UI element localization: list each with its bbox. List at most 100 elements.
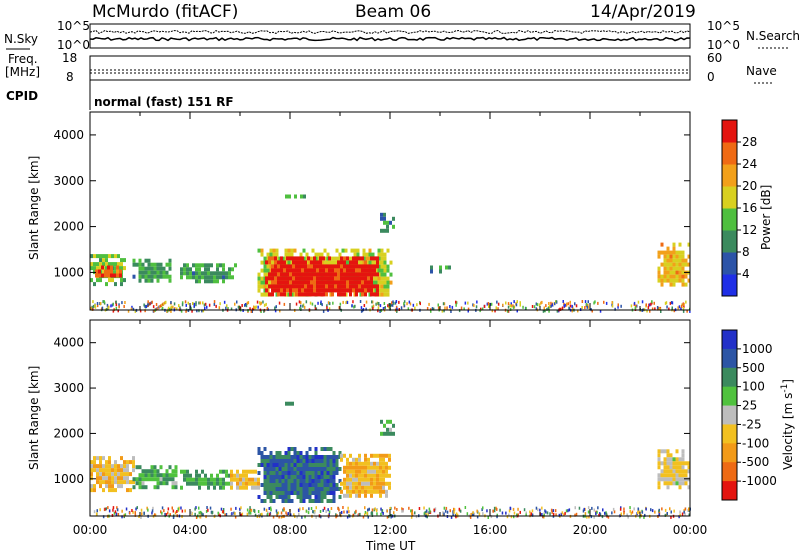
velocity-noise-cell	[654, 510, 656, 514]
power-echo-cell	[322, 276, 325, 281]
power-noise-cell	[473, 303, 475, 307]
power-echo-cell	[222, 279, 225, 284]
velocity-echo-cell	[296, 487, 300, 491]
velocity-noise-cell	[393, 511, 395, 515]
power-echo-cell	[265, 260, 268, 265]
velocity-echo-cell	[180, 469, 183, 474]
power-echo-cell	[198, 279, 201, 284]
power-echo-cell	[268, 284, 271, 289]
power-echo-cell	[331, 292, 334, 297]
power-echo-cell	[192, 271, 195, 276]
velocity-echo-cell	[96, 456, 99, 461]
power-echo-cell	[168, 274, 172, 279]
velocity-echo-cell	[663, 461, 667, 466]
power-echo-cell	[141, 274, 145, 279]
velocity-echo-cell	[376, 465, 379, 470]
power-echo-cell	[298, 272, 301, 277]
velocity-echo-cell	[687, 477, 691, 482]
velocity-echo-cell	[290, 475, 294, 479]
power-echo-cell	[119, 273, 122, 278]
velocity-echo-cell	[364, 485, 367, 490]
velocity-echo-cell	[284, 479, 288, 483]
velocity-echo-cell	[311, 499, 315, 503]
velocity-echo-cell	[171, 469, 175, 474]
power-noise-cell	[519, 301, 521, 305]
power-echo-cell	[681, 258, 685, 263]
power-noise-cell	[563, 302, 565, 306]
velocity-echo-cell	[380, 419, 383, 424]
power-echo-cell	[263, 268, 267, 273]
velocity-echo-cell	[320, 463, 324, 467]
power-noise-cell	[263, 303, 266, 307]
power-echo-cell	[359, 260, 363, 265]
power-noise-cell	[132, 307, 135, 311]
power-noise-cell	[555, 300, 558, 304]
velocity-echo-cell	[114, 464, 117, 469]
power-echo-cell	[295, 268, 298, 273]
velocity-echo-cell	[266, 471, 270, 475]
power-echo-cell	[204, 263, 207, 268]
power-noise-cell	[165, 300, 167, 304]
power-echo-cell	[101, 273, 104, 278]
power-echo-cell	[96, 266, 99, 271]
velocity-echo-cell	[663, 469, 667, 474]
power-noise-cell	[451, 305, 454, 309]
power-echo-cell	[386, 292, 390, 297]
velocity-noise-cell	[164, 512, 166, 516]
power-echo-cell	[107, 273, 110, 278]
velocity-echo-cell	[388, 457, 391, 462]
power-noise-cell	[540, 301, 542, 305]
power-noise-cell	[305, 300, 308, 304]
velocity-echo-cell	[260, 451, 264, 455]
power-noise-cell	[371, 300, 373, 304]
velocity-echo-cell	[138, 485, 142, 490]
power-noise-cell	[395, 305, 398, 309]
velocity-echo-cell	[329, 447, 333, 451]
power-echo-cell	[207, 271, 210, 276]
velocity-echo-cell	[278, 459, 282, 463]
power-noise-cell	[605, 301, 608, 305]
velocity-echo-cell	[314, 499, 318, 503]
power-noise-cell	[218, 306, 221, 310]
power-noise-cell	[536, 303, 539, 307]
power-echo-cell	[349, 272, 352, 277]
velocity-echo-cell	[108, 476, 111, 481]
power-echo-cell	[358, 284, 361, 289]
velocity-echo-cell	[669, 457, 673, 462]
power-echo-cell	[380, 256, 384, 261]
velocity-echo-cell	[257, 471, 261, 475]
velocity-echo-cell	[186, 473, 189, 478]
power-noise-cell	[391, 303, 394, 307]
velocity-echo-cell	[266, 459, 270, 463]
velocity-echo-cell	[385, 489, 388, 494]
velocity-echo-cell	[340, 481, 343, 486]
velocity-noise-cell	[443, 512, 445, 516]
power-colorbar-block	[722, 142, 737, 165]
power-echo-cell	[383, 256, 387, 261]
velocity-echo-cell	[287, 483, 291, 487]
power-echo-cell	[311, 248, 315, 253]
power-echo-cell	[361, 272, 364, 277]
velocity-noise-cell	[505, 511, 507, 515]
velocity-echo-cell	[678, 465, 682, 470]
power-echo-cell	[383, 288, 387, 293]
velocity-echo-cell	[666, 473, 670, 478]
velocity-colorbar-tick-label: -1000	[742, 474, 777, 488]
velocity-echo-cell	[364, 473, 367, 478]
power-echo-cell	[340, 268, 343, 273]
velocity-echo-cell	[96, 468, 99, 473]
power-noise-cell	[123, 305, 125, 308]
velocity-noise-cell	[623, 507, 625, 511]
power-noise-cell	[587, 300, 589, 304]
power-echo-cell	[274, 276, 277, 281]
power-noise-cell	[444, 306, 446, 310]
velocity-echo-cell	[102, 480, 105, 485]
power-echo-cell	[301, 284, 304, 289]
power-noise-cell	[166, 309, 169, 313]
power-echo-cell	[189, 271, 192, 276]
power-noise-cell	[491, 309, 494, 313]
velocity-echo-cell	[186, 477, 189, 482]
velocity-noise-cell	[531, 509, 534, 513]
velocity-echo-cell	[672, 469, 676, 474]
velocity-echo-cell	[245, 481, 248, 486]
